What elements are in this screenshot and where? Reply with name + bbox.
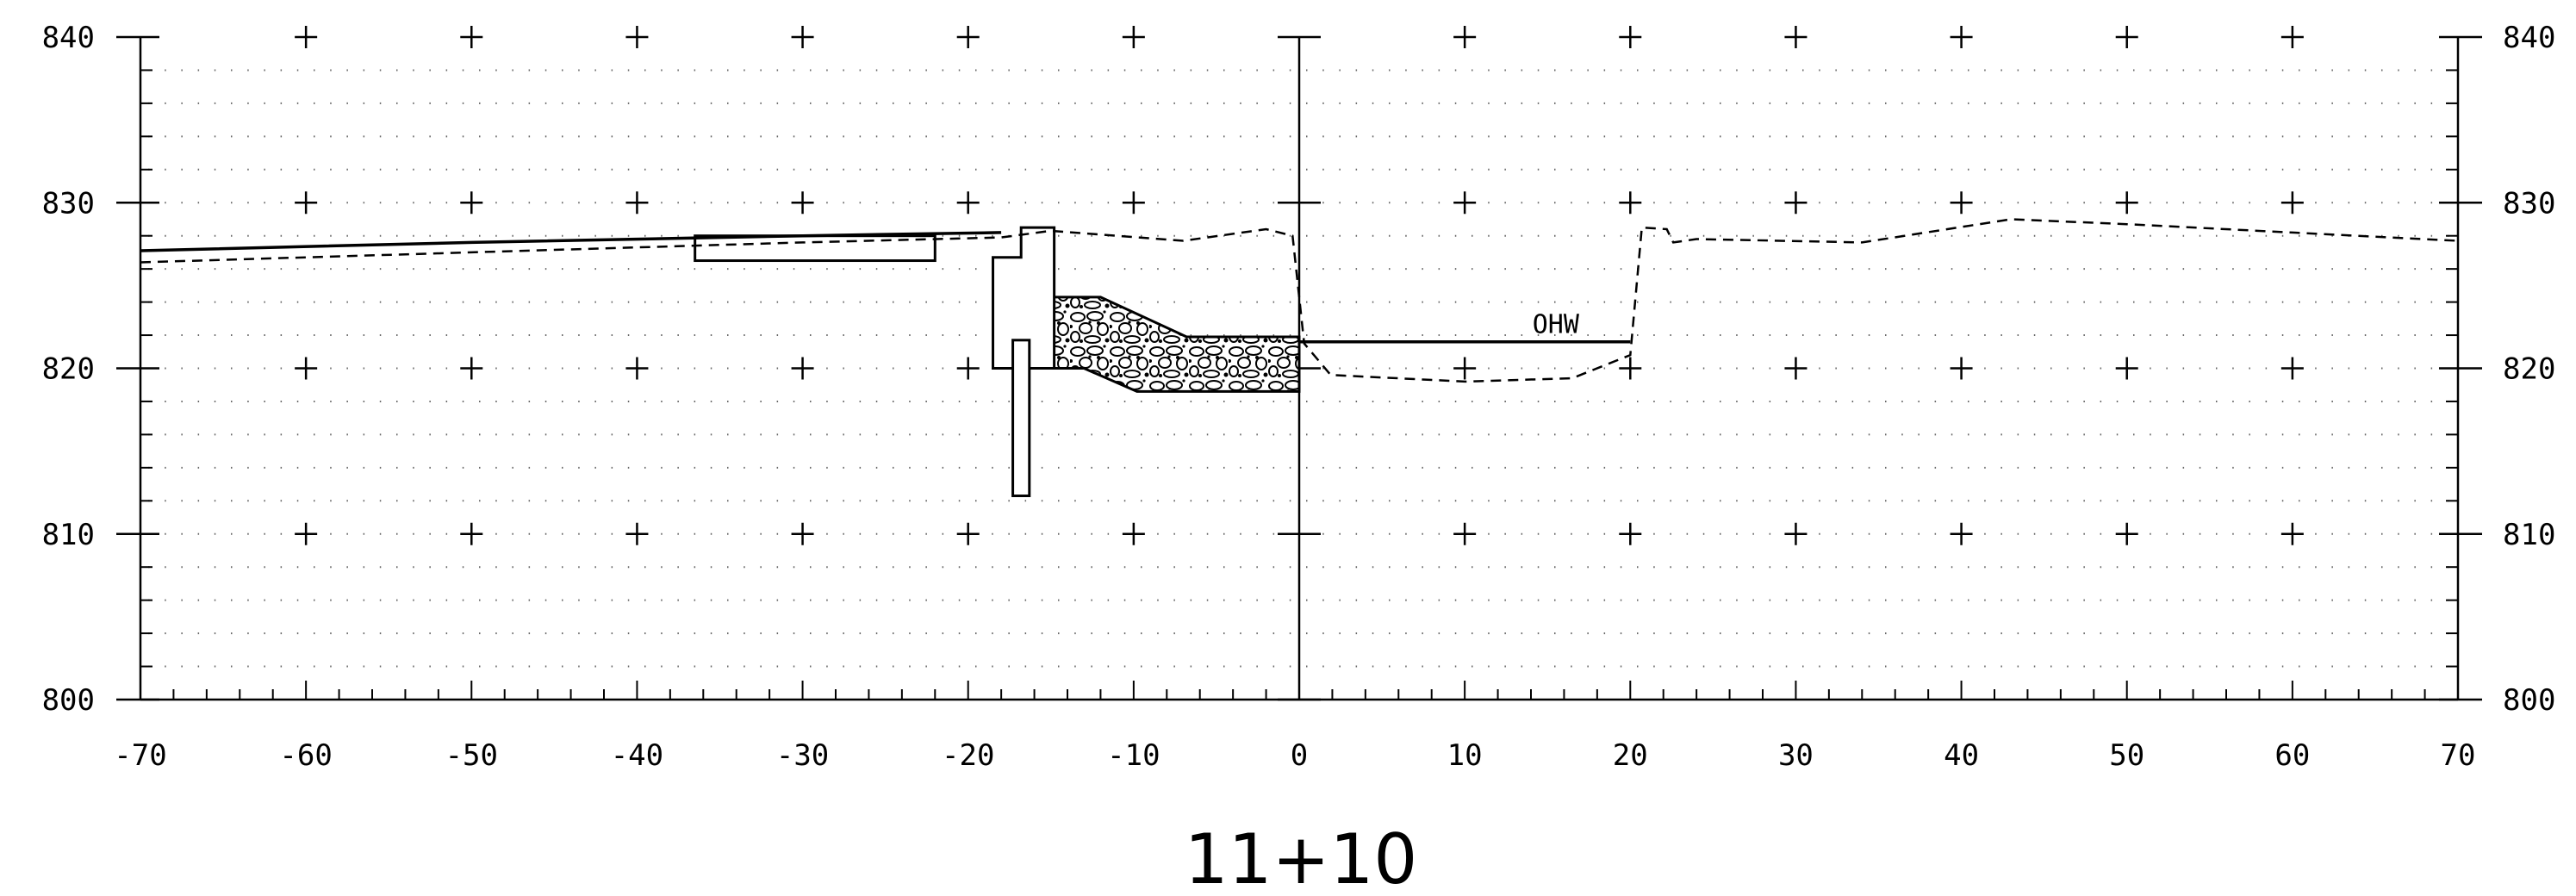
y-tick-label-left: 800 [42,683,95,718]
y-tick-label-left: 810 [42,518,95,552]
x-tick-label: 20 [1613,738,1648,773]
x-tick-label: -40 [611,738,663,773]
y-tick-label-left: 840 [42,21,95,55]
existing-ground-line [140,218,2459,383]
retaining-wall [992,226,1056,370]
x-tick-label: 50 [2109,738,2144,773]
sheet-pile [1011,339,1031,498]
proposed-grade-line [140,231,1002,252]
x-tick-label: 30 [1778,738,1814,773]
grid-crosshairs [295,26,2304,545]
y-tick-label-right: 820 [2503,352,2555,387]
y-tick-label-right: 810 [2503,518,2555,552]
x-tick-label: -70 [114,738,166,773]
y-tick-label-left: 830 [42,186,95,221]
y-tick-label-right: 840 [2503,21,2555,55]
x-tick-label: 70 [2441,738,2476,773]
y-tick-label-right: 830 [2503,186,2555,221]
x-tick-label: -10 [1107,738,1160,773]
footing-slab [694,234,936,263]
riprap-fill [1049,296,1301,393]
x-tick-label: -60 [279,738,332,773]
x-tick-label: 10 [1447,738,1483,773]
x-tick-label: -30 [776,738,829,773]
x-tick-label: -20 [942,738,994,773]
x-tick-label: 0 [1291,738,1308,773]
ground-profiles [140,218,2459,383]
plot-frame [116,35,2482,701]
ohw-label: OHW [1533,310,1580,340]
y-tick-label-left: 820 [42,352,95,387]
station-label: 11+10 [1185,819,1418,896]
x-tick-label: -50 [445,738,498,773]
tick-labels: -70 -60 -50 -40 -30 -20 -10 0 10 20 30 40 50 60 70 800 8… [42,21,2556,773]
structures [694,226,1301,498]
x-tick-label: 60 [2274,738,2310,773]
x-tick-label: 40 [1944,738,1979,773]
y-tick-label-right: 800 [2503,683,2555,718]
